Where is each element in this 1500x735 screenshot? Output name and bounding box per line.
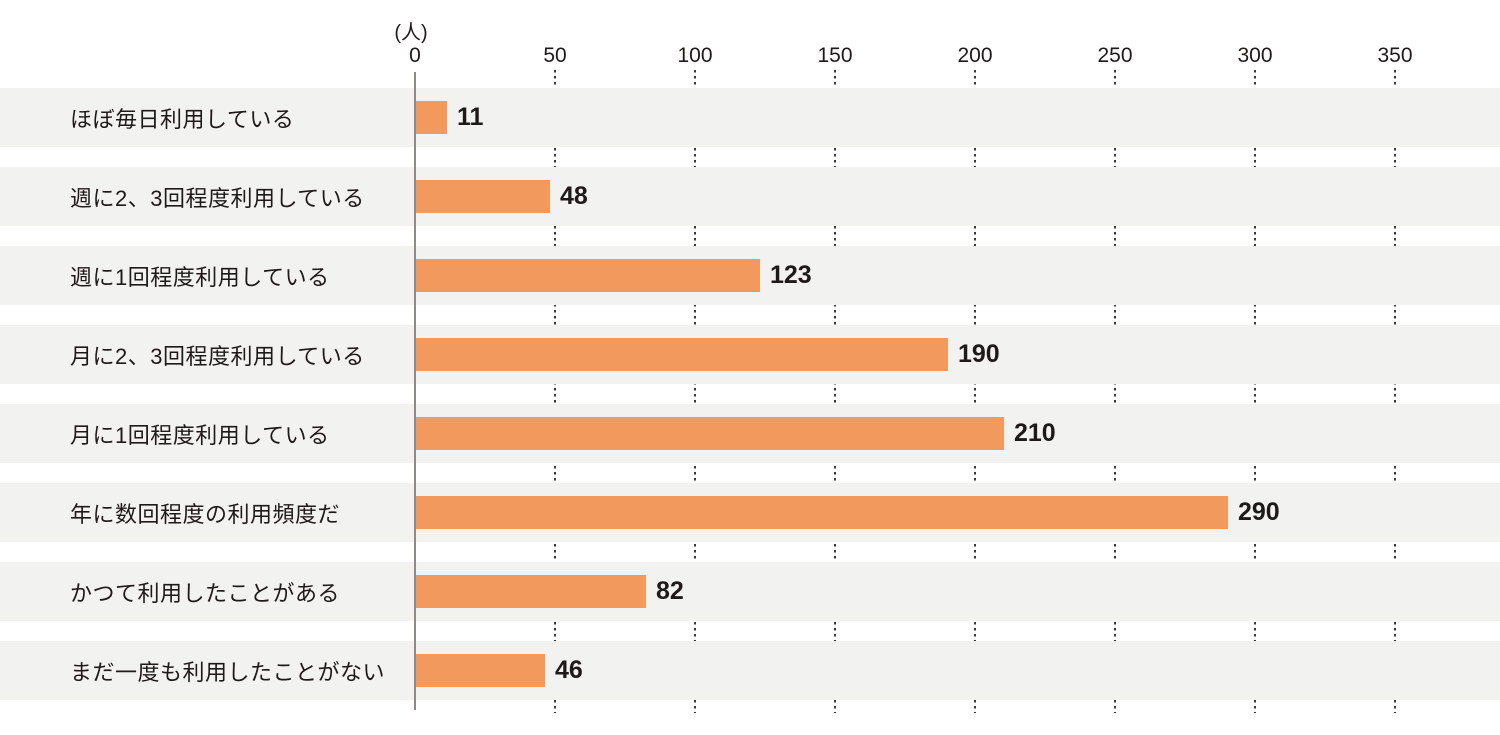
value-label: 82 [656,577,684,605]
x-axis-tick-300: 300 [1237,44,1273,67]
x-axis-tick-350: 350 [1377,44,1413,67]
value-label: 123 [770,261,812,289]
row-band [0,88,1500,147]
category-label: 週に1回程度利用している [70,264,330,290]
x-axis-tick-150: 150 [817,44,853,67]
value-label: 46 [555,656,583,684]
gridline-100 [694,70,696,713]
x-axis-tick-0: 0 [409,44,421,67]
axis-unit-label: (人) [394,22,428,44]
category-label: 月に1回程度利用している [70,422,330,448]
x-axis-tick-50: 50 [543,44,567,67]
gridline-200 [974,70,976,713]
category-label: ほぼ毎日利用している [70,106,295,132]
bar [416,101,447,134]
bar [416,496,1228,529]
row-band [0,562,1500,621]
value-label: 190 [958,340,1000,368]
category-label: 月に2、3回程度利用している [70,343,365,369]
gridline-350 [1394,70,1396,713]
bar [416,180,550,213]
gridline-50 [554,70,556,713]
gridline-250 [1114,70,1116,713]
x-axis-tick-100: 100 [677,44,713,67]
category-label: 週に2、3回程度利用している [70,185,365,211]
value-label: 290 [1238,498,1280,526]
value-label: 48 [560,182,588,210]
x-axis-tick-250: 250 [1097,44,1133,67]
value-label: 210 [1014,419,1056,447]
zero-axis-line [414,72,416,710]
row-band [0,641,1500,700]
category-label: かつて利用したことがある [70,580,341,606]
gridline-150 [834,70,836,713]
row-band [0,167,1500,226]
bar [416,654,545,687]
bar [416,338,948,371]
bar [416,259,760,292]
category-label: 年に数回程度の利用頻度だ [70,501,341,527]
value-label: 11 [457,103,484,131]
bar [416,575,646,608]
x-axis-tick-200: 200 [957,44,993,67]
category-label: まだ一度も利用したことがない [70,659,386,685]
bar [416,417,1004,450]
gridline-300 [1254,70,1256,713]
